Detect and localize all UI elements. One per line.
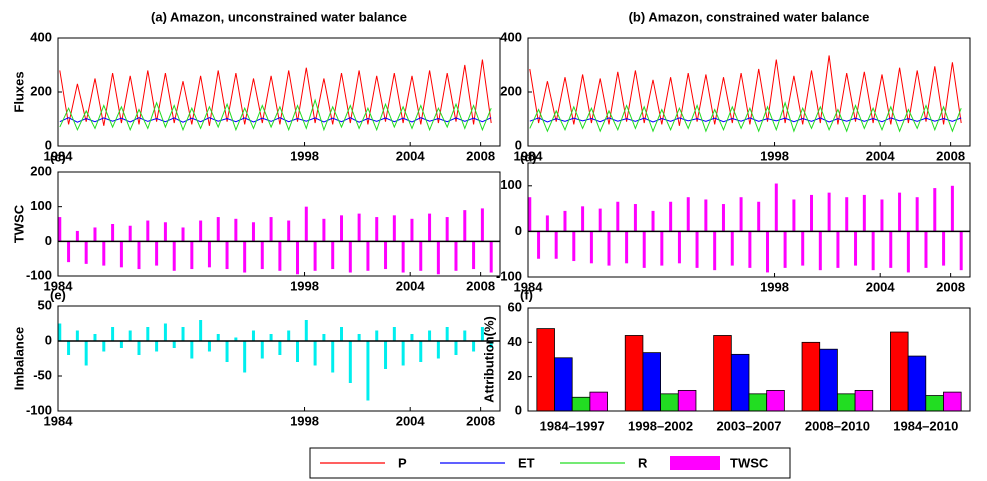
y-tick-label: 0	[515, 137, 522, 152]
x-tick-label: 2004	[866, 279, 896, 294]
legend-swatch	[670, 456, 720, 470]
y-tick-label: -100	[26, 402, 52, 417]
bar	[907, 355, 927, 412]
plot-frame	[57, 171, 501, 277]
x-tick-label: 1984	[514, 279, 544, 294]
y-tick-label: 0	[45, 332, 52, 347]
plot-frame	[57, 305, 501, 412]
legend-label: R	[638, 455, 648, 470]
x-tick-label: 2004	[866, 148, 896, 163]
series-line	[59, 59, 492, 126]
y-tick-label: 0	[515, 402, 522, 417]
bar	[943, 391, 962, 412]
series-line	[529, 55, 962, 126]
bar	[730, 353, 750, 412]
x-tick-label: 1998–2002	[628, 418, 693, 433]
bar	[713, 335, 732, 412]
x-tick-label: 1984	[44, 278, 74, 293]
bar	[536, 328, 555, 412]
bar	[837, 393, 856, 412]
y-tick-label: 200	[30, 163, 52, 178]
y-tick-label: 100	[500, 177, 522, 192]
y-axis-label: Attribution(%)	[481, 316, 496, 403]
x-tick-label: 1998	[290, 413, 319, 428]
bar	[589, 391, 608, 412]
y-axis-label: TWSC	[11, 204, 26, 243]
bar	[819, 348, 838, 412]
panel-title: (a) Amazon, unconstrained water balance	[151, 9, 407, 24]
y-tick-label: 20	[508, 368, 522, 383]
y-tick-label: 60	[508, 299, 522, 314]
y-tick-label: 100	[30, 198, 52, 213]
x-tick-label: 2004	[396, 413, 426, 428]
x-tick-label: 1998	[290, 148, 319, 163]
x-tick-label: 1998	[290, 278, 319, 293]
plot-frame	[527, 307, 971, 412]
panel-title: (c)	[50, 149, 66, 164]
y-tick-label: 200	[30, 83, 52, 98]
x-tick-label: 1984	[44, 148, 74, 163]
plot-frame	[57, 37, 501, 147]
bar	[660, 393, 679, 412]
y-axis-label: Imbalance	[11, 327, 26, 391]
plot-frame	[527, 162, 971, 278]
series-line	[529, 101, 962, 133]
x-tick-label: 1998	[760, 148, 789, 163]
bar	[801, 341, 821, 412]
x-tick-label: 2008	[466, 148, 495, 163]
y-tick-label: 0	[45, 233, 52, 248]
panel-title: (d)	[520, 149, 537, 164]
legend-label: TWSC	[730, 455, 769, 470]
bar	[854, 389, 874, 412]
x-tick-label: 2004	[396, 278, 426, 293]
y-tick-label: 400	[500, 29, 522, 44]
y-tick-label: -100	[26, 267, 52, 282]
y-tick-label: -100	[496, 268, 522, 283]
x-tick-label: 2008	[466, 278, 495, 293]
bar	[748, 393, 768, 412]
bar	[624, 335, 644, 412]
x-tick-label: 2008	[936, 148, 965, 163]
y-tick-label: 200	[500, 83, 522, 98]
x-tick-label: 1998	[760, 279, 789, 294]
x-tick-label: 1984	[514, 148, 544, 163]
bar	[766, 389, 785, 412]
panel-title: (e)	[50, 287, 66, 302]
panel-title: (b) Amazon, constrained water balance	[629, 9, 870, 24]
y-tick-label: 0	[515, 223, 522, 238]
x-tick-label: 2003–2007	[716, 418, 781, 433]
x-tick-label: 2008	[936, 279, 965, 294]
panel-title: (f)	[520, 287, 533, 302]
bar	[677, 389, 697, 412]
series-line	[59, 117, 492, 123]
y-tick-label: -50	[33, 367, 52, 382]
legend-label: ET	[518, 455, 535, 470]
x-tick-label: 1984–2010	[893, 418, 958, 433]
bar	[925, 395, 944, 412]
y-tick-label: 50	[38, 297, 52, 312]
bar	[554, 357, 573, 412]
y-tick-label: 40	[508, 334, 522, 349]
y-tick-label: 0	[45, 137, 52, 152]
x-tick-label: 2004	[396, 148, 426, 163]
legend-label: P	[398, 455, 407, 470]
y-tick-label: 400	[30, 29, 52, 44]
plot-frame	[527, 37, 971, 147]
y-axis-label: Fluxes	[11, 71, 26, 112]
bar	[642, 352, 661, 412]
series-line	[59, 98, 492, 132]
bar	[571, 396, 591, 412]
x-tick-label: 1984	[44, 413, 74, 428]
x-tick-label: 1984–1997	[540, 418, 605, 433]
x-tick-label: 2008	[466, 413, 495, 428]
bar	[890, 331, 909, 412]
x-tick-label: 2008–2010	[805, 418, 870, 433]
